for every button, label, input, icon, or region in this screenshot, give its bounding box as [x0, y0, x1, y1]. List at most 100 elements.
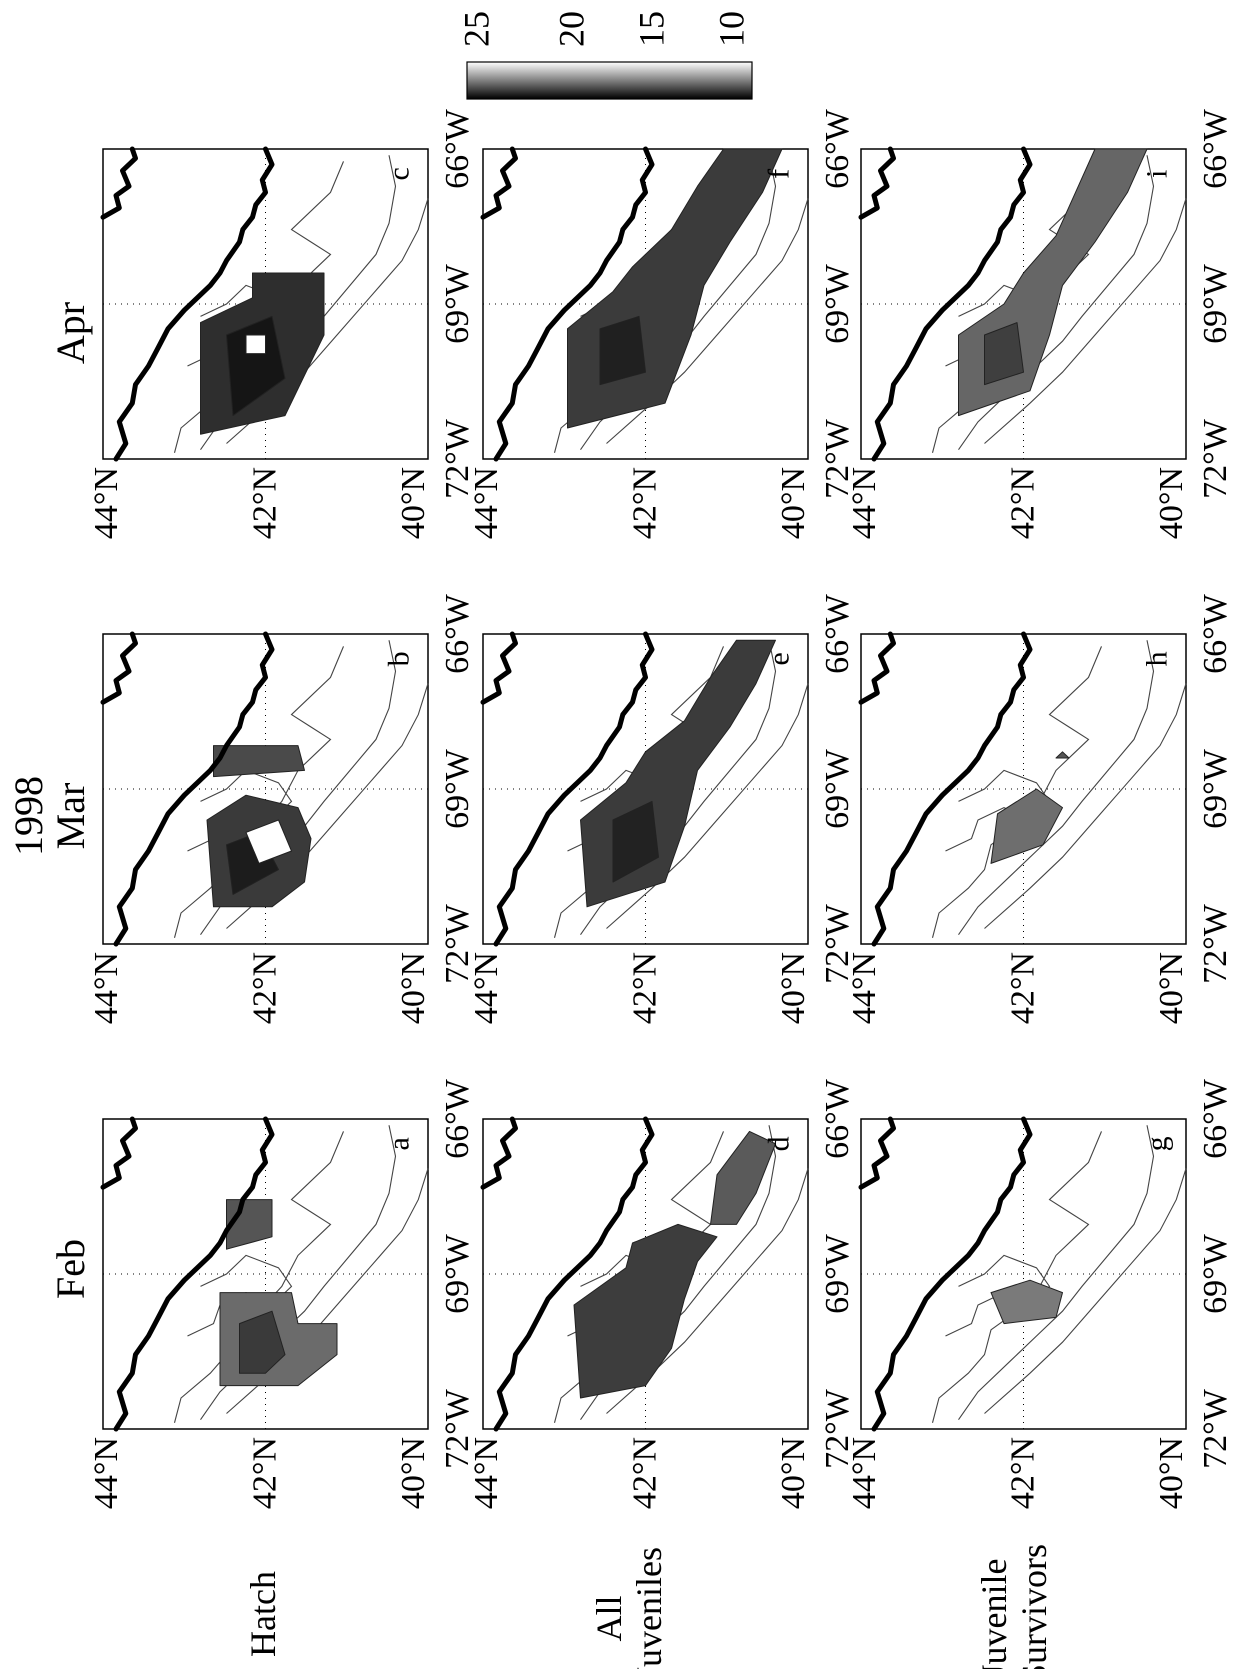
longitude-tick-label: 66°W — [1197, 108, 1234, 189]
longitude-tick-label: 69°W — [819, 1233, 856, 1314]
map-panel-all-juveniles-feb: d 44°N 42°N 40°N72°W 69°W 66°W — [468, 1078, 856, 1509]
panel-letter-g: g — [1141, 1136, 1174, 1151]
isobath-contour — [984, 1168, 1187, 1414]
latitude-tick-label: 44°N — [468, 952, 505, 1024]
month-label-apr: Apr — [48, 302, 93, 364]
longitude-tick-label: 66°W — [819, 1078, 856, 1159]
longitude-tick-label: 66°W — [439, 593, 476, 674]
density-contour-region — [213, 745, 305, 778]
latitude-tick-label: 44°N — [88, 1437, 125, 1509]
latitude-tick-label: 40°N — [1153, 1437, 1190, 1509]
panel-letter-b: b — [383, 651, 416, 666]
latitude-tick-label: 40°N — [1153, 467, 1190, 539]
map-panel-hatch-feb: a 44°N 42°N 40°N72°W 69°W 66°W — [88, 1078, 476, 1509]
longitude-tick-label: 69°W — [439, 748, 476, 829]
density-contour-region — [990, 788, 1063, 864]
colorbar-tick-10: 10 — [711, 11, 751, 47]
panel-letter-h: h — [1141, 651, 1174, 666]
latitude-tick-label: 44°N — [846, 952, 883, 1024]
longitude-tick-label: 72°W — [439, 903, 476, 984]
longitude-tick-label: 72°W — [1197, 418, 1234, 499]
longitude-tick-label: 66°W — [1197, 1078, 1234, 1159]
coastline — [858, 631, 896, 705]
longitude-tick-label: 72°W — [819, 418, 856, 499]
colorbar-tick-15: 15 — [631, 11, 671, 47]
longitude-tick-label: 66°W — [819, 108, 856, 189]
longitude-tick-label: 72°W — [1197, 1388, 1234, 1469]
latitude-tick-label: 42°N — [627, 1437, 664, 1509]
panel-letter-e: e — [763, 652, 796, 665]
longitude-tick-label: 66°W — [819, 593, 856, 674]
longitude-tick-label: 72°W — [439, 1388, 476, 1469]
row-label-hatch: Hatch — [243, 1571, 283, 1657]
panel-letter-f: f — [763, 169, 796, 179]
density-contour-region — [245, 819, 292, 864]
longitude-tick-label: 72°W — [819, 903, 856, 984]
row-label-all-juveniles-line2: Juveniles — [629, 1547, 669, 1669]
latitude-tick-label: 40°N — [775, 467, 812, 539]
coastline — [493, 1116, 655, 1432]
coastline — [871, 631, 1033, 947]
density-contour-region — [573, 1223, 718, 1399]
latitude-tick-label: 44°N — [88, 467, 125, 539]
latitude-tick-label: 44°N — [468, 1437, 505, 1509]
coastline — [480, 146, 518, 220]
colorbar-frame — [466, 61, 753, 100]
latitude-tick-label: 42°N — [1005, 467, 1042, 539]
isobath-contour — [984, 198, 1187, 444]
latitude-tick-label: 42°N — [627, 952, 664, 1024]
latitude-tick-label: 42°N — [1005, 952, 1042, 1024]
isobath-contour — [958, 640, 1155, 936]
panel-letter-i: i — [1141, 170, 1174, 178]
density-contour-region — [1055, 751, 1070, 759]
latitude-tick-label: 42°N — [1005, 1437, 1042, 1509]
coastline — [858, 1116, 896, 1190]
density-contour-region — [226, 315, 286, 417]
colorbar-tick-20: 20 — [551, 11, 591, 47]
density-contour-region — [599, 315, 646, 386]
latitude-tick-label: 42°N — [627, 467, 664, 539]
latitude-tick-label: 44°N — [846, 1437, 883, 1509]
latitude-tick-label: 40°N — [395, 952, 432, 1024]
coastline — [858, 146, 896, 220]
row-label-juvenile-survivors-line2: Survivors — [1014, 1544, 1054, 1669]
row-label-juvenile-survivors: Juvenile Survivors — [974, 1544, 1054, 1669]
year-title: 1998 — [6, 776, 51, 856]
latitude-tick-label: 44°N — [468, 467, 505, 539]
isobath-contour — [931, 1131, 1103, 1423]
longitude-tick-label: 66°W — [439, 1078, 476, 1159]
latitude-tick-label: 42°N — [247, 952, 284, 1024]
coastline — [100, 146, 138, 220]
latitude-tick-label: 44°N — [88, 952, 125, 1024]
latitude-tick-label: 40°N — [395, 1437, 432, 1509]
map-panel-hatch-mar: b 44°N 42°N 40°N72°W 69°W 66°W — [88, 593, 476, 1024]
row-label-juvenile-survivors-line1: Juvenile — [974, 1559, 1014, 1669]
density-contour-region — [245, 334, 266, 355]
longitude-tick-label: 66°W — [439, 108, 476, 189]
coastline — [113, 631, 275, 947]
coastline — [113, 1116, 275, 1432]
longitude-tick-label: 69°W — [819, 263, 856, 344]
latitude-tick-label: 40°N — [775, 952, 812, 1024]
month-label-feb: Feb — [48, 1239, 93, 1299]
density-contour-region — [612, 800, 659, 883]
density-contour-region — [984, 322, 1024, 386]
coastline — [480, 1116, 518, 1190]
longitude-tick-label: 72°W — [439, 418, 476, 499]
coastline — [100, 631, 138, 705]
coastline — [100, 1116, 138, 1190]
longitude-tick-label: 69°W — [439, 263, 476, 344]
coastline — [871, 146, 1033, 462]
latitude-tick-label: 40°N — [775, 1437, 812, 1509]
density-contour-region — [710, 1130, 776, 1225]
map-panel-juvenile-survivors-apr: i 44°N 42°N 40°N72°W 69°W 66°W — [846, 108, 1234, 539]
map-panel-juvenile-survivors-feb: g 44°N 42°N 40°N72°W 69°W 66°W — [846, 1078, 1234, 1509]
panel-letter-a: a — [383, 1137, 416, 1150]
latitude-tick-label: 40°N — [1153, 952, 1190, 1024]
latitude-tick-label: 40°N — [395, 467, 432, 539]
coastline — [493, 631, 655, 947]
map-panel-all-juveniles-mar: e 44°N 42°N 40°N72°W 69°W 66°W — [468, 593, 856, 1024]
longitude-tick-label: 69°W — [439, 1233, 476, 1314]
